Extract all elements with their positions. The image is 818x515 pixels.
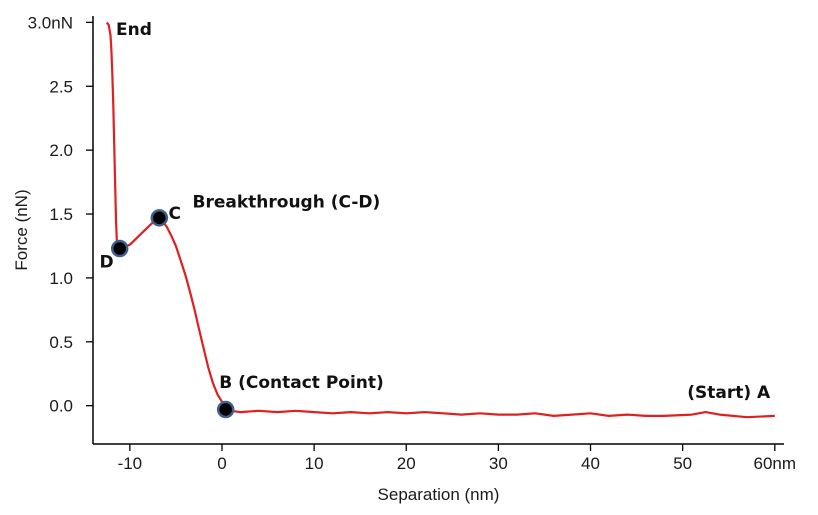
x-tick-label: 40 (581, 454, 600, 473)
y-tick-label: 0.0 (49, 397, 73, 416)
y-ticks: 0.0 0.5 1.0 1.5 2.0 2.5 3.0nN (28, 13, 93, 416)
x-tick-label: 10 (305, 454, 324, 473)
y-tick-label: 2.0 (49, 141, 73, 160)
x-tick-label: 30 (489, 454, 508, 473)
axes (92, 16, 784, 445)
annotation-label: (Start) A (687, 383, 771, 403)
x-tick-label: 50 (673, 454, 692, 473)
x-tick-label: 20 (397, 454, 416, 473)
x-tick-label: 0 (217, 454, 226, 473)
y-axis-title: Force (nN) (12, 189, 31, 270)
y-tick-label: 1.0 (49, 269, 73, 288)
x-ticks: -10 0 10 20 30 40 50 60nm (118, 444, 796, 473)
point-marker-c (150, 209, 169, 227)
annotation-label: D (99, 253, 113, 273)
annotation-label: B (Contact Point) (219, 373, 384, 393)
y-tick-label: 0.5 (49, 333, 73, 352)
annotation-label: C (169, 204, 181, 224)
point-marker-b (216, 400, 235, 419)
force-curve-line (105, 21, 775, 419)
annotations: End C Breakthrough (C-D) D B (Contact Point)… (99, 20, 771, 403)
point-marker-d (110, 239, 129, 258)
annotation-label: Breakthrough (C-D) (193, 193, 381, 213)
annotation-label: End (116, 20, 152, 40)
y-tick-label: 2.5 (49, 77, 73, 96)
y-tick-label: 3.0nN (28, 13, 73, 32)
x-tick-label: 60nm (754, 454, 797, 473)
x-tick-label: -10 (118, 454, 143, 473)
x-axis-title: Separation (nm) (378, 485, 500, 504)
y-tick-label: 1.5 (49, 205, 73, 224)
markers (110, 209, 235, 419)
